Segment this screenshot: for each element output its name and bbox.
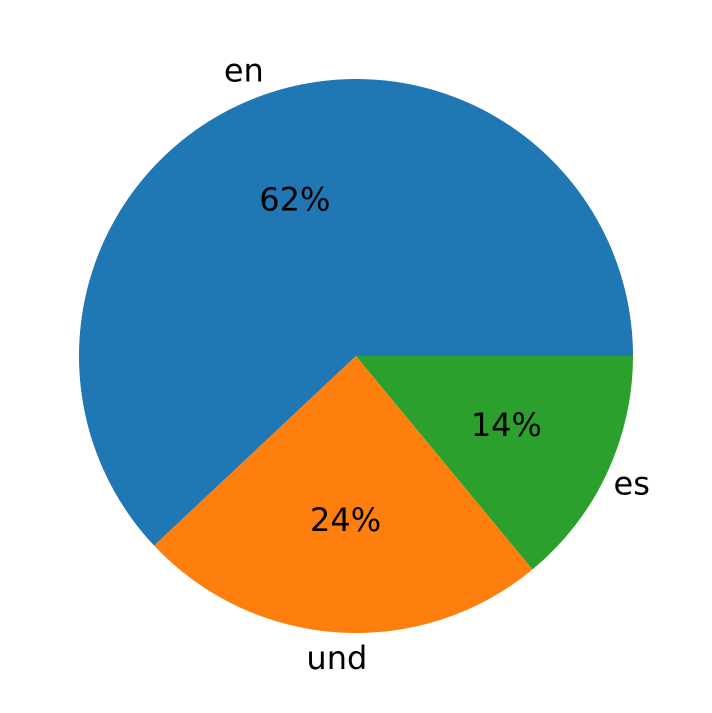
slice-label: en	[224, 52, 264, 90]
slice-label: es	[614, 465, 650, 503]
slice-label: und	[306, 639, 367, 677]
value-label: 14%	[471, 406, 542, 444]
value-label: 24%	[310, 501, 381, 539]
pie-slice	[356, 356, 633, 570]
pie-slice	[78, 78, 633, 546]
value-label: 62%	[259, 180, 330, 218]
pie-slice	[154, 356, 533, 633]
